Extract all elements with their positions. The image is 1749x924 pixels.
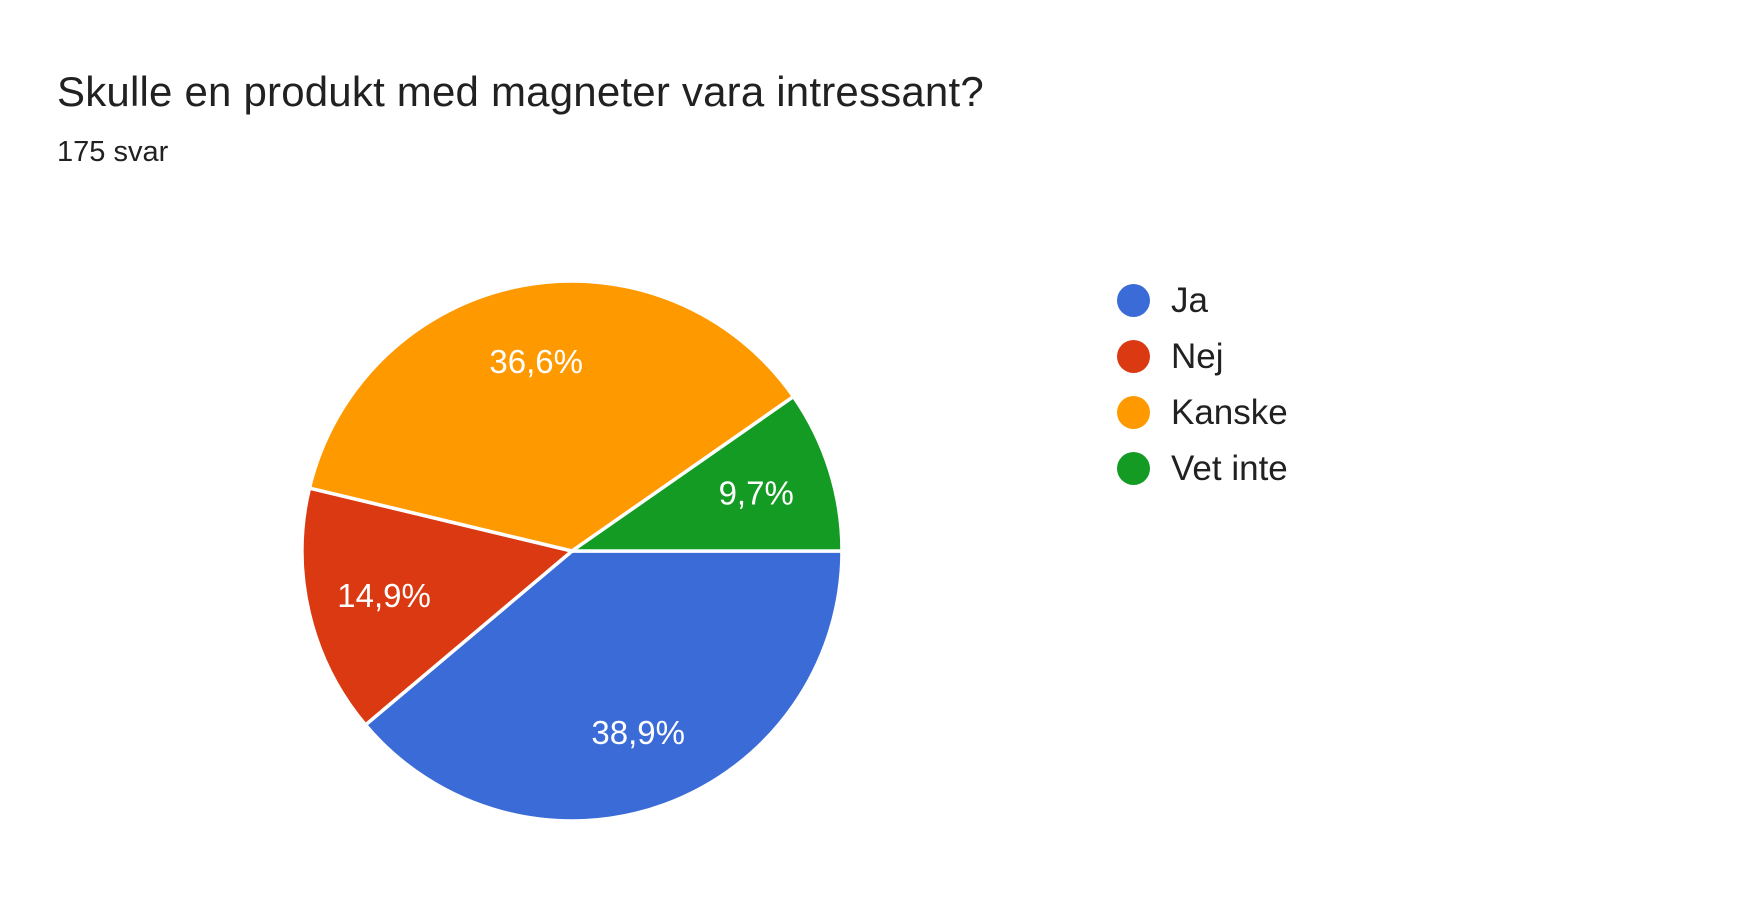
legend-swatch-ja-icon (1117, 284, 1150, 317)
legend-item-nej: Nej (1117, 337, 1288, 376)
legend-label: Ja (1171, 280, 1208, 320)
legend-swatch-nej-icon (1117, 340, 1150, 373)
response-count: 175 svar (57, 136, 169, 168)
pie-slice-nej[interactable] (300, 486, 574, 727)
chart-legend: Ja Nej Kanske Vet inte (1117, 281, 1288, 488)
question-title: Skulle en produkt med magneter vara intr… (57, 68, 984, 115)
legend-swatch-kanske-icon (1117, 396, 1150, 429)
legend-label: Vet inte (1171, 448, 1288, 488)
legend-swatch-vet-inte-icon (1117, 452, 1150, 485)
legend-item-vet-inte: Vet inte (1117, 449, 1288, 488)
legend-item-ja: Ja (1117, 281, 1288, 320)
slice-percentage-label: 38,9% (591, 714, 685, 751)
slice-percentage-label: 14,9% (337, 577, 431, 614)
slice-percentage-label: 36,6% (489, 343, 583, 380)
legend-label: Nej (1171, 336, 1224, 376)
pie-chart: 38,9% 14,9% 36,6% 9,7% (300, 279, 844, 823)
slice-percentage-label: 9,7% (719, 475, 794, 512)
pie-slice-vet-inte[interactable] (570, 394, 844, 553)
pie-slice-kanske[interactable] (307, 279, 796, 553)
legend-label: Kanske (1171, 392, 1288, 432)
pie-slice-ja[interactable] (363, 549, 844, 823)
legend-item-kanske: Kanske (1117, 393, 1288, 432)
